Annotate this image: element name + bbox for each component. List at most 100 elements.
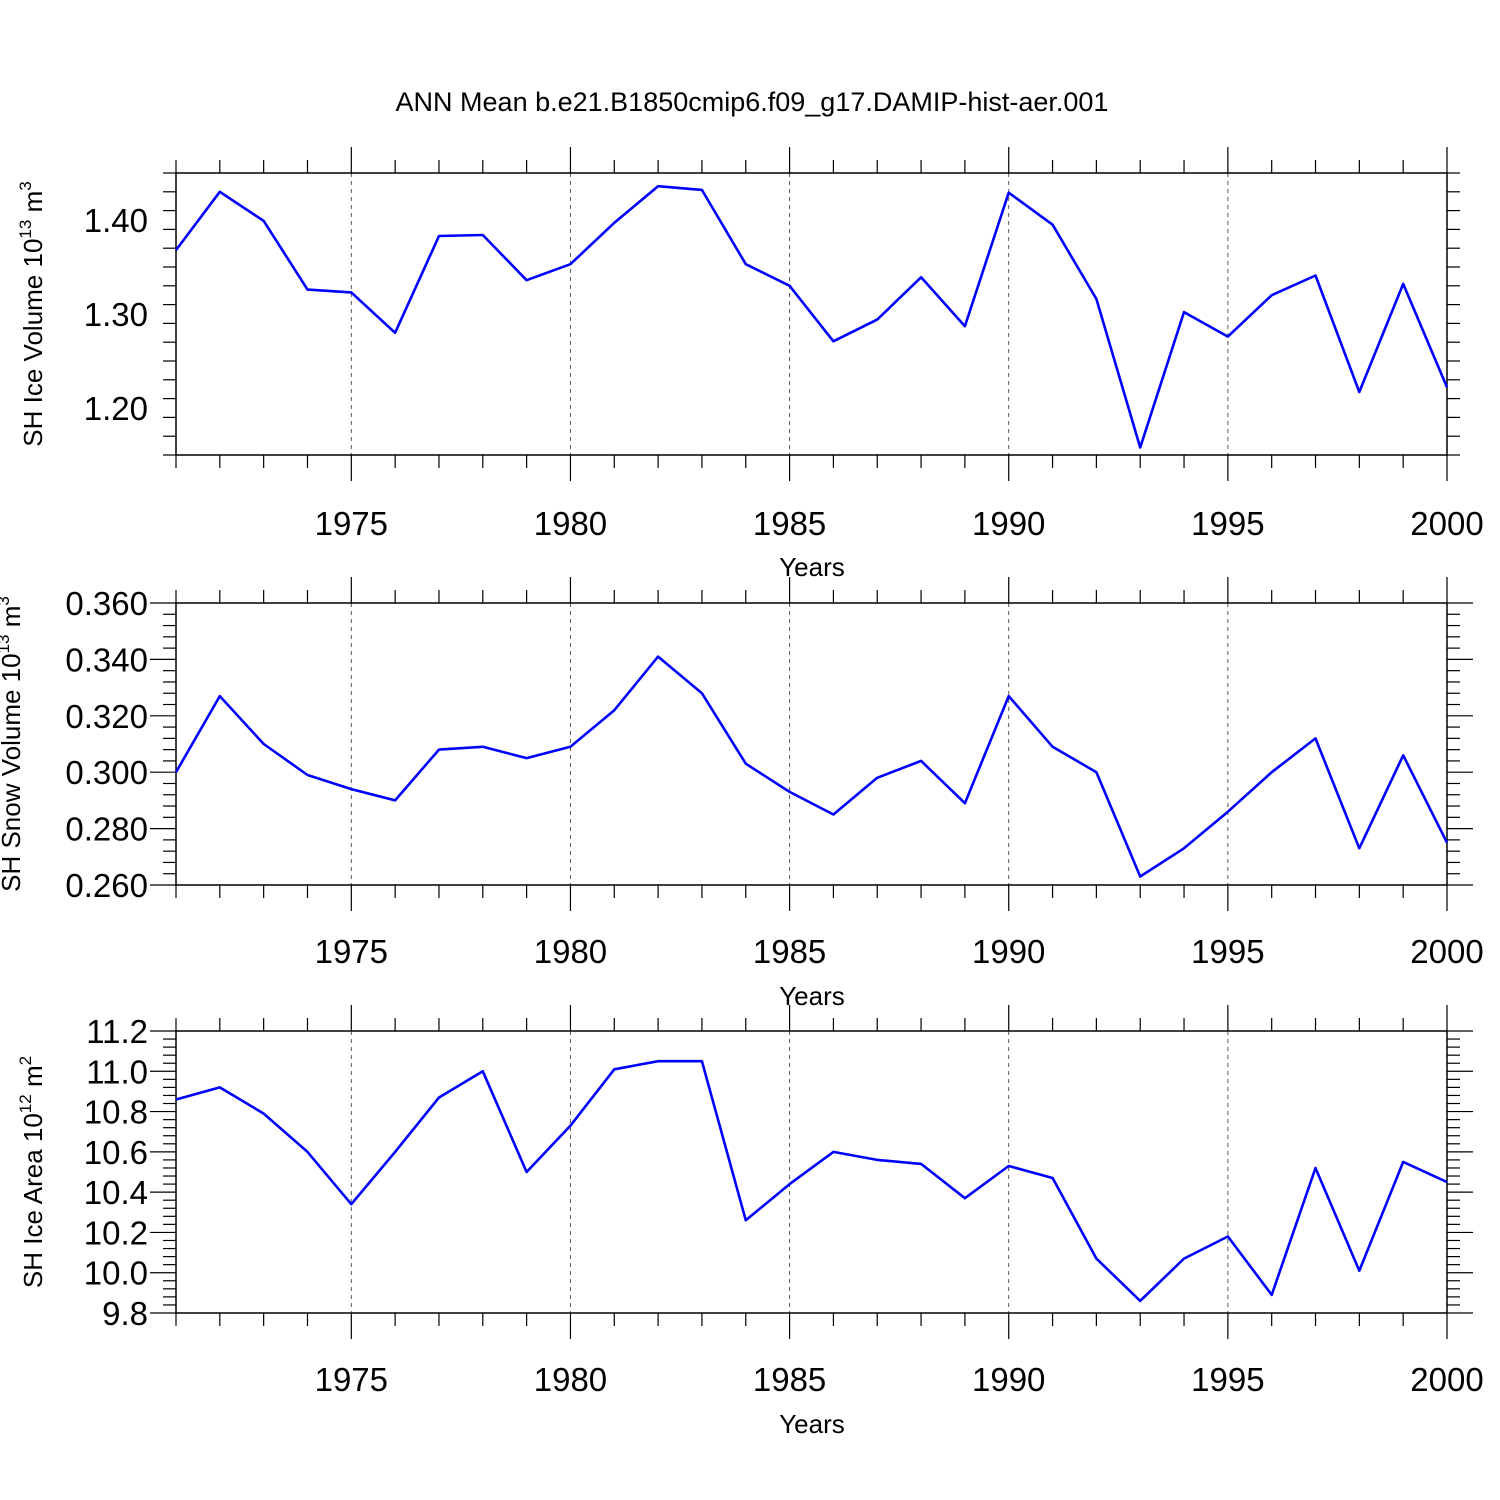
data-point bbox=[1270, 294, 1272, 296]
y-tick-label: 1.40 bbox=[84, 202, 148, 239]
data-point bbox=[1358, 391, 1360, 393]
data-point bbox=[175, 249, 177, 251]
x-tick-label: 1990 bbox=[972, 505, 1045, 542]
data-point bbox=[1227, 1235, 1229, 1237]
data-point bbox=[1051, 224, 1053, 226]
y-tick-label: 1.20 bbox=[84, 390, 148, 427]
data-point bbox=[832, 813, 834, 815]
y-tick-label: 0.320 bbox=[65, 698, 148, 735]
y-tick-label: 0.260 bbox=[65, 867, 148, 904]
x-tick-label: 2000 bbox=[1410, 1361, 1483, 1398]
x-tick-label: 1985 bbox=[753, 1361, 826, 1398]
data-point bbox=[1227, 810, 1229, 812]
data-point bbox=[1446, 386, 1448, 388]
y-axis-label-unit-exponent: 3 bbox=[0, 596, 13, 605]
data-point bbox=[1270, 771, 1272, 773]
data-point bbox=[1139, 446, 1141, 448]
data-point bbox=[1270, 1294, 1272, 1296]
data-point bbox=[438, 1096, 440, 1098]
x-tick-label: 1975 bbox=[315, 505, 388, 542]
data-point bbox=[1314, 1167, 1316, 1169]
data-point bbox=[701, 692, 703, 694]
x-tick-label: 1990 bbox=[972, 933, 1045, 970]
data-point bbox=[876, 777, 878, 779]
data-point bbox=[1227, 335, 1229, 337]
data-point bbox=[613, 222, 615, 224]
chart-panel-2: 0.260 0.280 0.300 0.320 0.340 0.360 1975 1980 19… bbox=[0, 577, 1484, 1011]
x-tick-label: 1975 bbox=[315, 1361, 388, 1398]
data-point bbox=[438, 235, 440, 237]
chart-panel-3: 9.810.0 10.210.410.610.8 11.011.2 1975 1980 1… bbox=[16, 1005, 1484, 1439]
data-point bbox=[1008, 1165, 1010, 1167]
y-tick-label: 10.2 bbox=[84, 1214, 148, 1251]
series-line bbox=[175, 1059, 1448, 1303]
data-point bbox=[306, 288, 308, 290]
data-point bbox=[613, 709, 615, 711]
data-point bbox=[745, 1219, 747, 1221]
x-tick-label: 1980 bbox=[534, 933, 607, 970]
data-point bbox=[788, 1183, 790, 1185]
y-axis-label-unit-exponent: 3 bbox=[16, 181, 35, 190]
data-point bbox=[788, 285, 790, 287]
data-point bbox=[569, 1124, 571, 1126]
y-axis-label: SH Ice Volume 1013 m3 bbox=[16, 181, 48, 446]
data-point bbox=[219, 695, 221, 697]
data-point bbox=[1402, 754, 1404, 756]
data-point bbox=[1402, 1161, 1404, 1163]
data-point bbox=[657, 655, 659, 657]
data-point bbox=[394, 799, 396, 801]
data-point bbox=[525, 757, 527, 759]
y-axis-label-text: SH Snow Volume 10 bbox=[0, 653, 26, 891]
y-axis-label-unit: m bbox=[18, 1065, 48, 1094]
data-point bbox=[1095, 298, 1097, 300]
data-point bbox=[788, 791, 790, 793]
x-tick-label: 1985 bbox=[753, 933, 826, 970]
x-tick-label: 1995 bbox=[1191, 1361, 1264, 1398]
data-point bbox=[569, 263, 571, 265]
x-axis-label: Years bbox=[779, 1409, 845, 1439]
data-point bbox=[1183, 311, 1185, 313]
y-tick-label: 0.360 bbox=[65, 585, 148, 622]
data-point bbox=[832, 1151, 834, 1153]
plot-frame bbox=[175, 1030, 1448, 1314]
y-axis-label-text: SH Ice Area 10 bbox=[18, 1113, 48, 1288]
chart-title: ANN Mean b.e21.B1850cmip6.f09_g17.DAMIP-… bbox=[396, 87, 1109, 117]
data-point bbox=[1358, 847, 1360, 849]
y-tick-label: 10.8 bbox=[84, 1094, 148, 1131]
data-point bbox=[964, 1197, 966, 1199]
data-point bbox=[1139, 875, 1141, 877]
y-axis-label-exponent: 12 bbox=[16, 1094, 35, 1113]
data-point bbox=[350, 291, 352, 293]
data-point bbox=[657, 1060, 659, 1062]
y-axis-label-exponent: 13 bbox=[16, 220, 35, 239]
y-tick-label: 0.340 bbox=[65, 641, 148, 678]
data-point bbox=[1314, 737, 1316, 739]
x-tick-label: 2000 bbox=[1410, 933, 1483, 970]
data-point bbox=[262, 220, 264, 222]
y-tick-label: 1.30 bbox=[84, 296, 148, 333]
y-axis-label-unit: m bbox=[18, 191, 48, 220]
x-tick-label: 1980 bbox=[534, 1361, 607, 1398]
plot-frame bbox=[175, 172, 1448, 456]
data-point bbox=[306, 774, 308, 776]
data-point bbox=[1051, 1177, 1053, 1179]
series-line bbox=[174, 655, 1449, 878]
data-point bbox=[1008, 192, 1010, 194]
data-point bbox=[350, 788, 352, 790]
y-tick-label: 11.2 bbox=[86, 1013, 148, 1050]
data-point bbox=[1051, 746, 1053, 748]
data-point bbox=[1183, 1257, 1185, 1259]
y-tick-label: 10.4 bbox=[84, 1174, 148, 1211]
data-point bbox=[525, 279, 527, 281]
y-axis-label-text: SH Ice Volume 10 bbox=[18, 239, 48, 447]
y-tick-label: 11.0 bbox=[86, 1053, 148, 1090]
y-axis-label-unit: m bbox=[0, 606, 26, 635]
data-point bbox=[964, 325, 966, 327]
data-point bbox=[745, 263, 747, 265]
data-point bbox=[1008, 695, 1010, 697]
data-point bbox=[219, 191, 221, 193]
data-point bbox=[964, 802, 966, 804]
data-point bbox=[1139, 1300, 1141, 1302]
